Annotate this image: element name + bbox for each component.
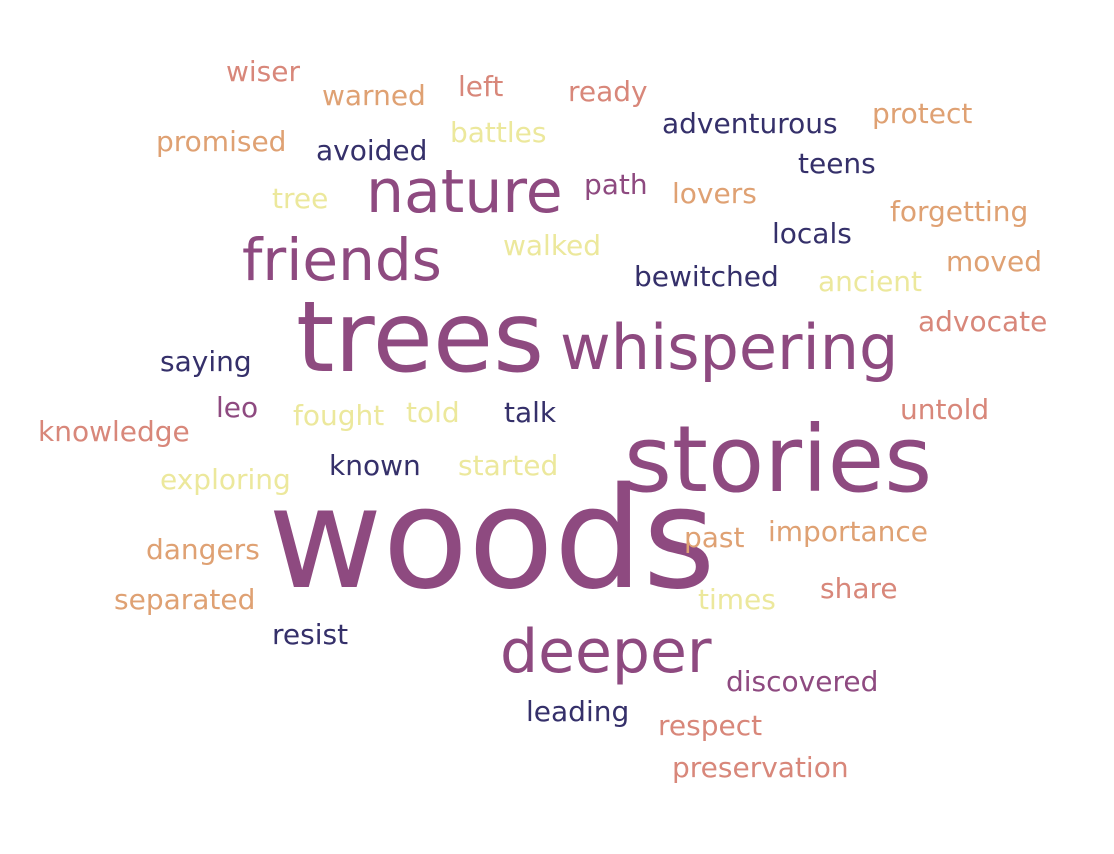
word-47: preservation (672, 751, 849, 784)
word-14: avoided (316, 134, 428, 167)
word-31: talk (504, 396, 557, 429)
word-18: path (584, 168, 648, 201)
word-46: respect (658, 709, 763, 742)
word-1: trees (296, 281, 545, 395)
word-10: ready (568, 75, 648, 108)
word-12: adventurous (662, 107, 838, 140)
word-16: teens (798, 147, 876, 180)
word-8: warned (322, 79, 426, 112)
word-5: friends (242, 226, 442, 294)
word-44: discovered (726, 665, 879, 698)
word-2: stories (624, 406, 933, 513)
word-32: untold (900, 393, 990, 426)
word-43: resist (272, 618, 349, 651)
word-21: walked (503, 229, 602, 262)
word-0: woods (268, 458, 716, 621)
word-6: deeper (500, 617, 712, 687)
word-29: fought (293, 399, 385, 432)
word-45: leading (526, 695, 630, 728)
word-41: times (698, 583, 776, 616)
word-42: share (820, 572, 898, 605)
word-23: moved (946, 245, 1042, 278)
word-30: told (406, 396, 460, 429)
word-19: lovers (672, 177, 757, 210)
word-34: known (329, 449, 421, 482)
word-26: advocate (918, 305, 1048, 338)
word-38: past (684, 521, 745, 554)
word-15: battles (450, 116, 547, 149)
word-17: tree (272, 182, 329, 215)
word-24: bewitched (634, 260, 779, 293)
word-36: exploring (160, 463, 291, 496)
word-35: started (458, 449, 559, 482)
word-9: left (458, 70, 504, 103)
word-11: protect (872, 97, 973, 130)
word-20: forgetting (890, 195, 1029, 228)
word-37: dangers (146, 533, 260, 566)
word-4: nature (366, 157, 563, 227)
word-39: importance (768, 515, 928, 548)
word-3: whispering (560, 311, 899, 384)
word-28: leo (216, 391, 259, 424)
word-7: wiser (226, 55, 301, 88)
word-13: promised (156, 125, 287, 158)
word-40: separated (114, 583, 256, 616)
word-22: locals (772, 217, 852, 250)
word-25: ancient (818, 265, 923, 298)
word-27: saying (160, 345, 252, 378)
word-33: knowledge (38, 415, 190, 448)
